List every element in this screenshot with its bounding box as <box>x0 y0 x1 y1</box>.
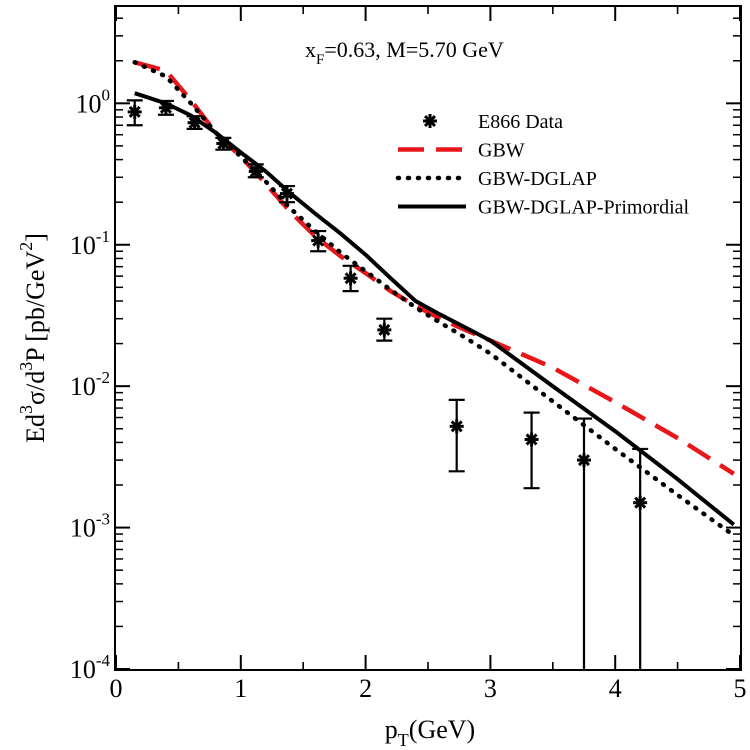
y-axis-label: Ed3σ/d3P [pb/GeV2] <box>16 233 50 443</box>
asterisk-marker <box>449 419 464 434</box>
asterisk-marker <box>524 432 539 447</box>
x-tick-label: 2 <box>359 674 372 703</box>
legend-entry: GBW-DGLAP <box>395 168 597 190</box>
asterisk-marker <box>279 186 294 201</box>
asterisk-marker <box>158 100 173 115</box>
y-tick-label: 10-4 <box>70 651 111 684</box>
y-tick-label: 100 <box>76 85 111 118</box>
legend-label: GBW-DGLAP <box>478 168 597 190</box>
plot-frame <box>114 5 742 671</box>
asterisk-marker <box>577 453 591 468</box>
asterisk-marker <box>127 104 142 119</box>
asterisk-marker <box>343 271 358 286</box>
curves-layer <box>132 60 737 538</box>
data-point <box>448 398 465 473</box>
data-point <box>157 99 174 116</box>
data-point <box>376 317 393 342</box>
data-point <box>342 264 359 293</box>
data-point <box>247 163 264 179</box>
legend: E866 Data GBW GBW-DGLAP GBW-DGLAP-Primordia… <box>395 111 690 219</box>
asterisk-marker <box>377 322 392 337</box>
series-line-gbw-dglap <box>132 60 737 538</box>
legend-label: GBW-DGLAP-Primordial <box>478 197 690 219</box>
legend-entry: GBW-DGLAP-Primordial <box>398 197 690 219</box>
legend-entry: GBW <box>398 140 525 162</box>
data-point <box>310 229 327 253</box>
data-point <box>186 115 203 130</box>
asterisk-marker <box>187 115 202 130</box>
x-tick-label: 0 <box>110 674 123 703</box>
axes-layer <box>114 5 742 671</box>
data-point <box>126 99 143 127</box>
x-tick-label: 4 <box>609 674 622 703</box>
legend-label: GBW <box>478 140 525 162</box>
x-axis-label: pT(GeV) <box>385 715 475 750</box>
legend-entry: E866 Data <box>423 111 563 133</box>
data-points-layer <box>126 99 649 669</box>
series-line-gbw <box>134 60 736 476</box>
y-tick-label: 10-3 <box>70 510 110 543</box>
chart-annotation: xF=0.63, M=5.70 GeV <box>305 37 504 68</box>
data-point <box>278 184 295 204</box>
series-line-gbw-dglap-primordial <box>134 91 736 527</box>
x-tick-label: 1 <box>234 674 247 703</box>
x-tick-label: 3 <box>484 674 497 703</box>
asterisk-marker <box>633 495 648 510</box>
data-point <box>576 417 592 669</box>
ticks-layer: 0 1 2 3 4 5 100 10-1 10-2 10-3 10-4 <box>70 7 747 703</box>
legend-label: E866 Data <box>478 111 563 133</box>
asterisk-marker <box>248 164 263 179</box>
y-tick-label: 10-2 <box>70 368 110 401</box>
asterisk-marker <box>311 233 326 248</box>
x-tick-label: 5 <box>734 674 747 703</box>
data-point <box>632 447 649 669</box>
data-point <box>215 136 232 151</box>
data-point <box>523 411 540 490</box>
y-tick-label: 10-1 <box>70 227 110 260</box>
legend-asterisk-marker <box>423 114 437 128</box>
asterisk-marker <box>216 136 231 151</box>
